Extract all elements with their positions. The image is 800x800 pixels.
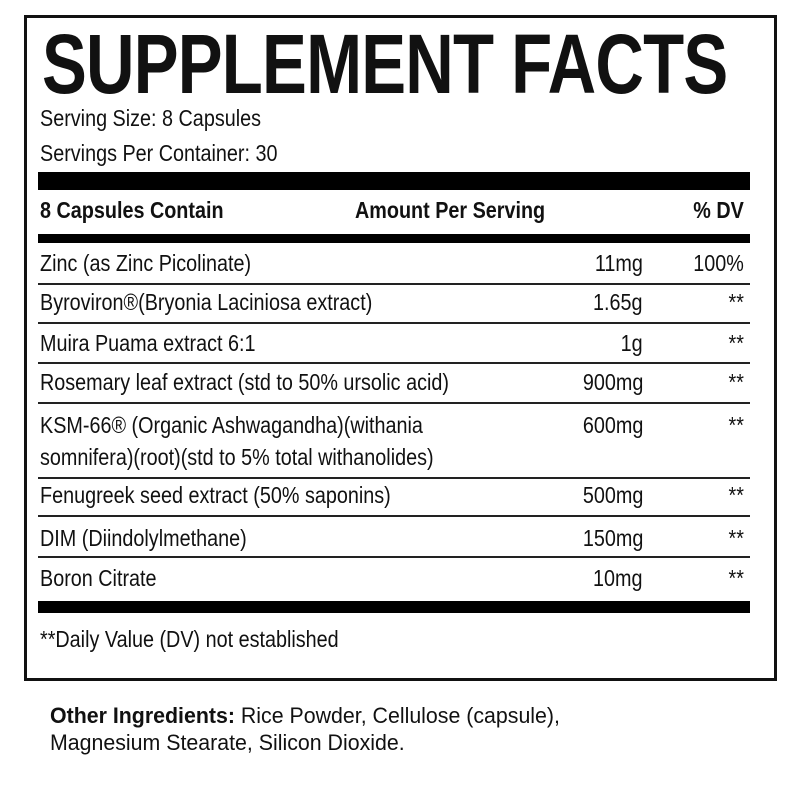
ingredient-dv: ** (728, 330, 744, 356)
ingredient-amount: 10mg (593, 565, 643, 591)
supplement-facts-panel (24, 15, 777, 681)
ingredient-name: Rosemary leaf extract (std to 50% ursoli… (40, 369, 449, 395)
ingredient-amount: 600mg (582, 412, 643, 438)
ingredient-amount: 900mg (582, 369, 643, 395)
other-ingredients: Other Ingredients: Rice Powder, Cellulos… (50, 702, 560, 729)
ingredient-amount: 150mg (582, 525, 643, 551)
serving-size: Serving Size: 8 Capsules (40, 105, 261, 131)
panel-title: SUPPLEMENT FACTS (42, 17, 728, 111)
row-divider (38, 322, 750, 324)
row-divider (38, 556, 750, 558)
other-ingredients-label: Other Ingredients: (50, 703, 235, 728)
header-divider (38, 234, 750, 243)
header-col-ingredient: 8 Capsules Contain (40, 197, 224, 223)
ingredient-name: Boron Citrate (40, 565, 157, 591)
ingredient-amount: 1.65g (593, 289, 643, 315)
ingredient-amount: 1g (620, 330, 643, 356)
ingredient-dv: ** (728, 369, 744, 395)
ingredient-name: Byroviron®(Bryonia Laciniosa extract) (40, 289, 373, 315)
bottom-divider (38, 601, 750, 613)
ingredient-dv: ** (728, 289, 744, 315)
header-col-dv: % DV (693, 197, 744, 223)
ingredient-name-cont: somnifera)(root)(std to 5% total withano… (40, 444, 434, 470)
ingredient-name: Fenugreek seed extract (50% saponins) (40, 482, 391, 508)
other-ingredients-line2: Magnesium Stearate, Silicon Dioxide. (50, 730, 405, 755)
footnote: **Daily Value (DV) not established (40, 626, 339, 652)
ingredient-dv: 100% (693, 250, 744, 276)
row-divider (38, 362, 750, 364)
ingredient-amount: 500mg (582, 482, 643, 508)
servings-per-container: Servings Per Container: 30 (40, 140, 278, 166)
ingredient-name: Zinc (as Zinc Picolinate) (40, 250, 252, 276)
header-col-amount: Amount Per Serving (355, 197, 546, 223)
ingredient-dv: ** (728, 525, 744, 551)
row-divider (38, 283, 750, 285)
row-divider (38, 515, 750, 517)
ingredient-amount: 11mg (594, 250, 643, 276)
ingredient-name: KSM-66® (Organic Ashwagandha)(withania (40, 412, 423, 438)
ingredient-dv: ** (728, 482, 744, 508)
ingredient-dv: ** (728, 565, 744, 591)
ingredient-name: Muira Puama extract 6:1 (40, 330, 256, 356)
row-divider (38, 402, 750, 404)
thick-divider (38, 172, 750, 190)
row-divider (38, 477, 750, 479)
ingredient-name: DIM (Diindolylmethane) (40, 525, 247, 551)
ingredient-dv: ** (728, 412, 744, 438)
other-ingredients-line1: Rice Powder, Cellulose (capsule), (234, 703, 560, 728)
